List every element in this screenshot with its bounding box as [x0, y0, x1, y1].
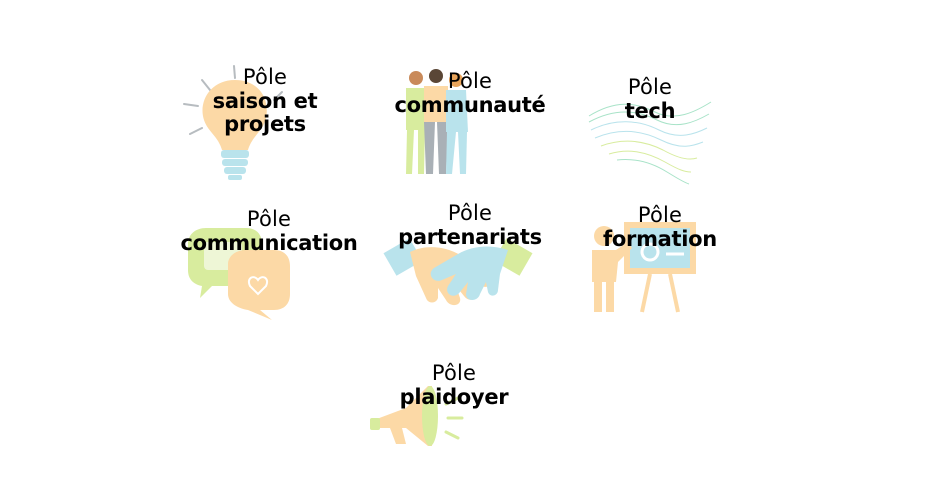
- people-group-icon: [406, 69, 468, 174]
- pole-label: Pôle saison et projets: [180, 65, 350, 137]
- pole-name: communauté: [394, 92, 546, 117]
- pole-communaute[interactable]: Pôle communauté: [390, 66, 550, 182]
- pole-label: Pôle communauté: [390, 69, 550, 117]
- teacher-board-icon: [592, 222, 696, 313]
- pole-name: tech: [624, 98, 676, 123]
- pole-tech[interactable]: Pôle tech: [585, 72, 715, 190]
- pole-prefix: Pôle: [447, 69, 493, 93]
- pole-name: partenariats: [398, 224, 542, 249]
- handshake-icon: [383, 238, 533, 306]
- pole-prefix: Pôle: [447, 201, 493, 225]
- speech-bubbles-icon: [188, 228, 290, 320]
- pole-formation[interactable]: Pôle formation: [580, 202, 740, 318]
- megaphone-icon: [370, 386, 464, 446]
- pole-label: Pôle plaidoyer: [366, 361, 542, 409]
- pole-partenariats[interactable]: Pôle partenariats: [383, 200, 554, 318]
- pole-label: Pôle formation: [580, 203, 740, 251]
- pole-label: Pôle tech: [585, 75, 715, 123]
- pole-prefix: Pôle: [242, 65, 288, 89]
- lightbulb-icon: [183, 65, 283, 180]
- pole-name: saison et projets: [212, 88, 318, 137]
- wave-mesh-icon: [588, 101, 712, 185]
- pole-plaidoyer[interactable]: Pôle plaidoyer: [366, 361, 542, 448]
- pole-prefix: Pôle: [431, 361, 477, 385]
- pole-saison-projets[interactable]: Pôle saison et projets: [180, 62, 350, 184]
- pole-label: Pôle communication: [176, 207, 362, 255]
- pole-name: plaidoyer: [399, 384, 509, 409]
- pole-label: Pôle partenariats: [386, 201, 554, 249]
- pole-prefix: Pôle: [637, 203, 683, 227]
- pole-prefix: Pôle: [627, 75, 673, 99]
- pole-name: formation: [603, 226, 717, 251]
- pole-name: communication: [180, 230, 358, 255]
- pole-communication[interactable]: Pôle communication: [176, 206, 362, 322]
- pole-prefix: Pôle: [246, 207, 292, 231]
